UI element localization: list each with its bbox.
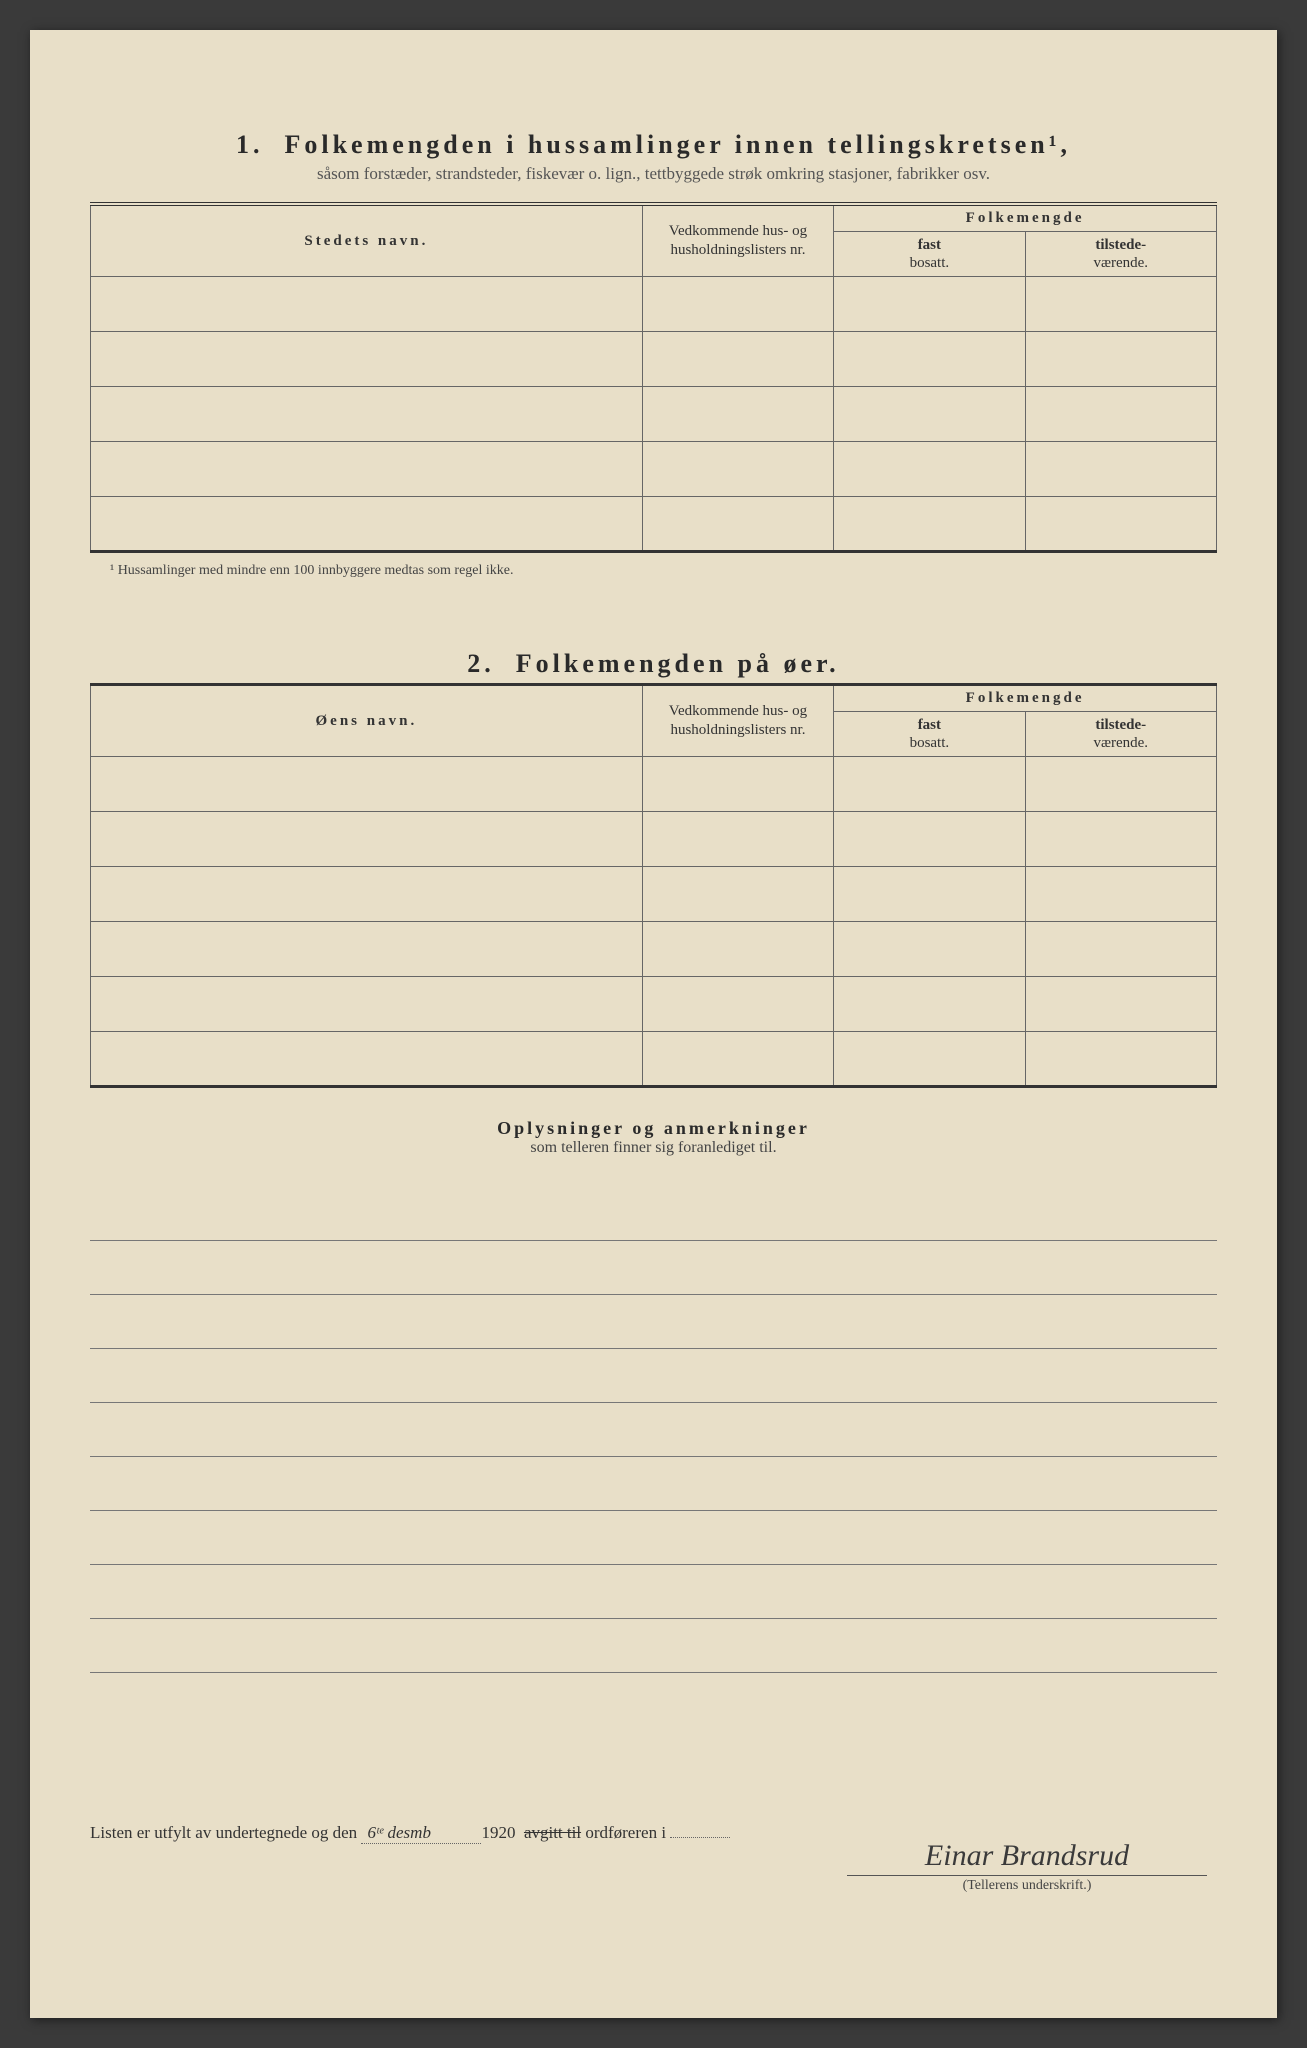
signature-handwriting: Einar Brandsrud	[847, 1839, 1207, 1876]
col-lists: Vedkommende hus- og husholdningslisters …	[642, 204, 833, 277]
footer-attestation: Listen er utfylt av undertegnede og den …	[90, 1823, 1217, 1844]
col-place-name: Stedets navn.	[91, 204, 643, 277]
footer-blank	[670, 1837, 730, 1838]
remarks-subtitle: som telleren finner sig foranlediget til…	[90, 1139, 1217, 1157]
remarks-line	[90, 1565, 1217, 1619]
col-fast-bosatt-2: fastbosatt.	[834, 712, 1025, 757]
handwritten-date: 6ᵗᵉ desmb	[361, 1823, 481, 1844]
footer-after: ordføreren i	[585, 1823, 666, 1842]
signature-label: (Tellerens underskrift.)	[847, 1878, 1207, 1894]
section1-footnote: ¹ Hussamlinger med mindre enn 100 innbyg…	[110, 563, 1217, 579]
col-population-group: Folkemengde	[834, 204, 1217, 232]
footer-year: 1920	[481, 1823, 515, 1842]
remarks-line	[90, 1349, 1217, 1403]
col-tilstede: tilstede-værende.	[1025, 232, 1216, 277]
section1-table: Stedets navn. Vedkommende hus- og hushol…	[90, 202, 1217, 553]
remarks-line	[90, 1457, 1217, 1511]
table-row	[91, 277, 1217, 332]
remarks-section: Oplysninger og anmerkninger som telleren…	[90, 1118, 1217, 1673]
table-row	[91, 442, 1217, 497]
table-row	[91, 922, 1217, 977]
remarks-line	[90, 1619, 1217, 1673]
section2-table: Øens navn. Vedkommende hus- og husholdni…	[90, 683, 1217, 1088]
table-row	[91, 497, 1217, 552]
col-tilstede-2: tilstede-værende.	[1025, 712, 1216, 757]
remarks-line	[90, 1295, 1217, 1349]
remarks-title: Oplysninger og anmerkninger	[90, 1118, 1217, 1139]
section2-title: 2. Folkemengden på øer.	[90, 649, 1217, 679]
col-population-group-2: Folkemengde	[834, 685, 1217, 712]
signature-block: Einar Brandsrud (Tellerens underskrift.)	[847, 1839, 1207, 1894]
col-fast-bosatt: fastbosatt.	[834, 232, 1025, 277]
table-row	[91, 812, 1217, 867]
remarks-line	[90, 1241, 1217, 1295]
table-row	[91, 977, 1217, 1032]
table-row	[91, 332, 1217, 387]
table-row	[91, 867, 1217, 922]
remarks-line	[90, 1403, 1217, 1457]
remarks-line	[90, 1187, 1217, 1241]
table-row	[91, 387, 1217, 442]
col-island-name: Øens navn.	[91, 685, 643, 757]
section1-subtitle: såsom forstæder, strandsteder, fiskevær …	[90, 164, 1217, 184]
remarks-line	[90, 1511, 1217, 1565]
footer-prefix: Listen er utfylt av undertegnede og den	[90, 1823, 357, 1842]
col-lists-2: Vedkommende hus- og husholdningslisters …	[642, 685, 833, 757]
table-row	[91, 1032, 1217, 1087]
section1-title: 1. Folkemengden i hussamlinger innen tel…	[90, 130, 1217, 160]
table-row	[91, 757, 1217, 812]
census-form-page: 1. Folkemengden i hussamlinger innen tel…	[30, 30, 1277, 2018]
footer-struck: avgitt til	[524, 1823, 581, 1842]
